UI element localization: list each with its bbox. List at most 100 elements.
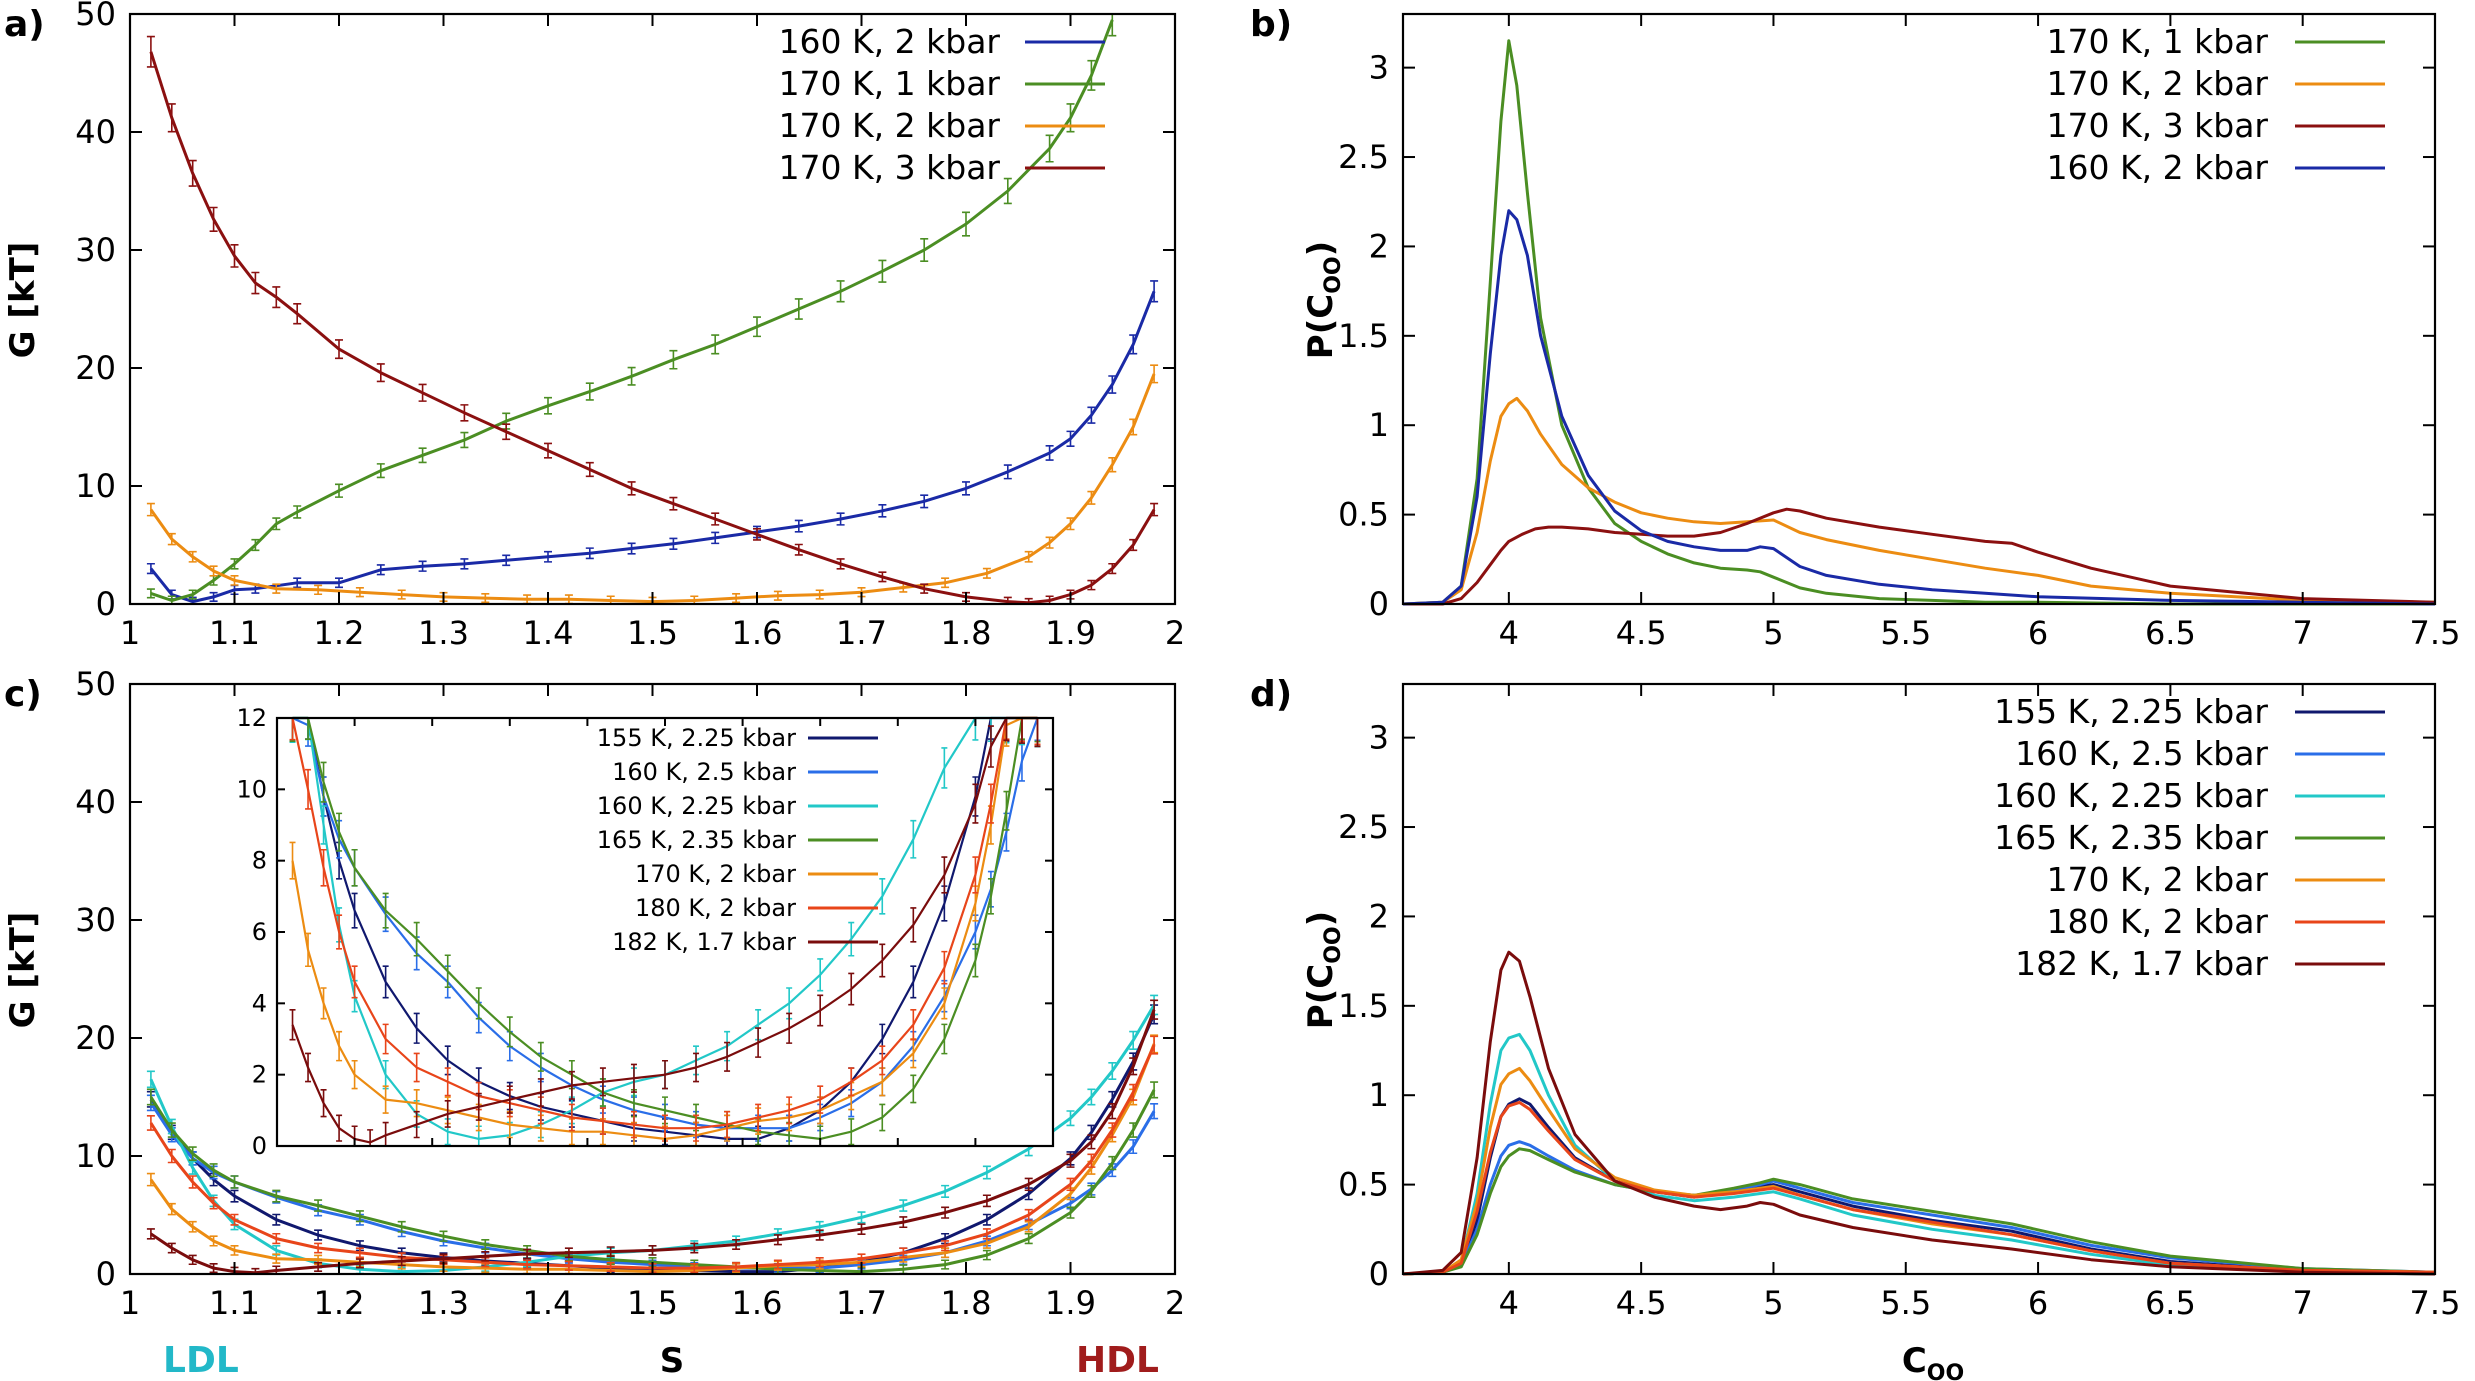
y-tick-label-c-inset: 8 (252, 847, 267, 875)
ylabel-d-end: ) (1301, 911, 1341, 927)
x-tick-label-a: 1.1 (209, 614, 260, 652)
line-d-6 (1402, 950, 2436, 1276)
error-bar-c-4 (230, 1245, 239, 1256)
error-bar-c-inset-4 (305, 932, 312, 968)
error-bar-a-1 (878, 259, 887, 283)
error-bar-a-3 (878, 571, 887, 583)
line-b-0 (1402, 39, 2435, 606)
ylabel-b-end: ) (1301, 241, 1341, 257)
error-bar-c-inset-6 (444, 1099, 451, 1128)
error-bar-c-3 (1024, 1232, 1033, 1245)
x-tick-label-d: 4.5 (1616, 1284, 1667, 1322)
error-bar-c-5 (1150, 1035, 1159, 1055)
error-bar-a-0 (418, 560, 427, 572)
y-tick-label-c-inset: 2 (252, 1061, 267, 1089)
error-bar-a-1 (335, 483, 343, 498)
error-bar-c-inset-6 (879, 943, 886, 978)
error-bar-a-2 (209, 565, 218, 577)
error-bar-c-inset-3 (336, 812, 343, 852)
error-bar-a-2 (1150, 364, 1159, 384)
x-tick-label-c: 1.6 (732, 1284, 783, 1322)
error-bar-c-inset-5 (568, 1103, 575, 1132)
error-bar-a-2 (1045, 536, 1054, 549)
error-bar-c-5 (1024, 1208, 1033, 1222)
error-bar-c-3 (481, 1238, 490, 1251)
error-bar-a-1 (146, 588, 155, 599)
x-tick-label-d: 7 (2293, 1284, 2313, 1322)
series-a-3 (146, 35, 1159, 605)
error-bar-c-inset-5 (444, 1067, 451, 1097)
error-bar-c-6 (941, 1206, 950, 1219)
error-bar-c-inset-0 (413, 1012, 420, 1044)
error-bar-a-2 (188, 550, 197, 563)
error-bar-c-3 (230, 1175, 239, 1189)
error-bar-c-6 (355, 1258, 364, 1269)
error-bar-c-inset-5 (382, 1023, 389, 1055)
error-bar-a-0 (836, 512, 845, 526)
error-bar-a-2 (1024, 550, 1033, 563)
error-bar-a-3 (544, 442, 552, 459)
error-bar-c-inset-5 (630, 1110, 637, 1139)
error-bar-a-2 (773, 590, 782, 601)
x-tick-label-c: 1 (120, 1284, 140, 1322)
error-bar-c-inset-2 (320, 805, 327, 845)
error-bar-c-5 (1066, 1177, 1075, 1192)
error-bar-a-2 (1066, 517, 1075, 531)
error-bar-a-3 (794, 543, 803, 556)
error-bar-a-3 (460, 404, 469, 422)
error-bar-c-0 (314, 1229, 323, 1241)
y-tick-label-d: 2.5 (1338, 808, 1389, 846)
y-tick-label-b: 1 (1369, 406, 1389, 444)
error-bar-a-3 (230, 244, 239, 268)
series-d-3 (1402, 1147, 2436, 1276)
x-tick-label-a: 1.4 (523, 614, 574, 652)
error-bar-c-inset-5 (413, 1052, 420, 1083)
error-bar-c-5 (690, 1263, 699, 1274)
x-tick-label-c: 1.9 (1045, 1284, 1096, 1322)
error-bar-c-inset-3 (987, 878, 994, 915)
error-bar-c-5 (209, 1196, 218, 1210)
error-bar-c-inset-3 (506, 1016, 513, 1048)
error-bar-c-inset-5 (320, 848, 327, 887)
error-bar-c-4 (1024, 1220, 1033, 1233)
error-bar-a-2 (314, 584, 323, 596)
error-bar-c-1 (1150, 1102, 1159, 1120)
ylabel-d: P(COO) (1301, 911, 1346, 1029)
plot-frame-b (1401, 12, 2437, 606)
error-bar-c-3 (982, 1249, 991, 1261)
error-bar-c-5 (815, 1257, 824, 1268)
error-bar-c-inset-5 (305, 768, 312, 810)
panel-c: c) G [kT] S LDL HDL (3, 674, 1159, 1381)
y-tick-label-a: 20 (75, 349, 116, 387)
y-tick-label-a: 10 (75, 467, 116, 505)
legend-label-d-2: 160 K, 2.25 kbar (1994, 776, 2268, 815)
error-bar-c-5 (1087, 1153, 1096, 1168)
error-bar-a-3 (711, 512, 720, 526)
line-b-1 (1402, 396, 2436, 606)
error-bar-c-6 (167, 1242, 176, 1254)
error-bar-a-1 (272, 517, 281, 531)
x-tick-label-c: 1.4 (523, 1284, 574, 1322)
x-tick-label-c: 1.7 (836, 1284, 887, 1322)
error-bar-a-2 (481, 593, 490, 604)
series-d-2 (1402, 1032, 2436, 1276)
error-bar-c-6 (899, 1216, 908, 1229)
error-bar-a-3 (836, 558, 845, 570)
panel-b: b) P(COO) (1250, 4, 1346, 359)
y-tick-label-c: 50 (75, 665, 116, 703)
legend-label-a-2: 170 K, 2 kbar (779, 106, 1001, 145)
line-d-4 (1402, 1066, 2436, 1276)
error-bar-a-2 (815, 589, 824, 600)
error-bar-c-inset-5 (987, 783, 994, 824)
y-tick-label-b: 1.5 (1338, 317, 1389, 355)
error-bar-c-2 (899, 1199, 908, 1212)
error-bar-c-inset-3 (972, 943, 979, 978)
x-tick-label-a: 1.8 (941, 614, 992, 652)
x-tick-label-b: 4 (1499, 614, 1519, 652)
error-bar-c-inset-3 (537, 1041, 544, 1072)
error-bar-c-inset-5 (336, 914, 343, 950)
error-bar-c-5 (188, 1175, 197, 1189)
error-bar-a-1 (1003, 177, 1012, 205)
ylabel-b: P(COO) (1301, 241, 1346, 359)
